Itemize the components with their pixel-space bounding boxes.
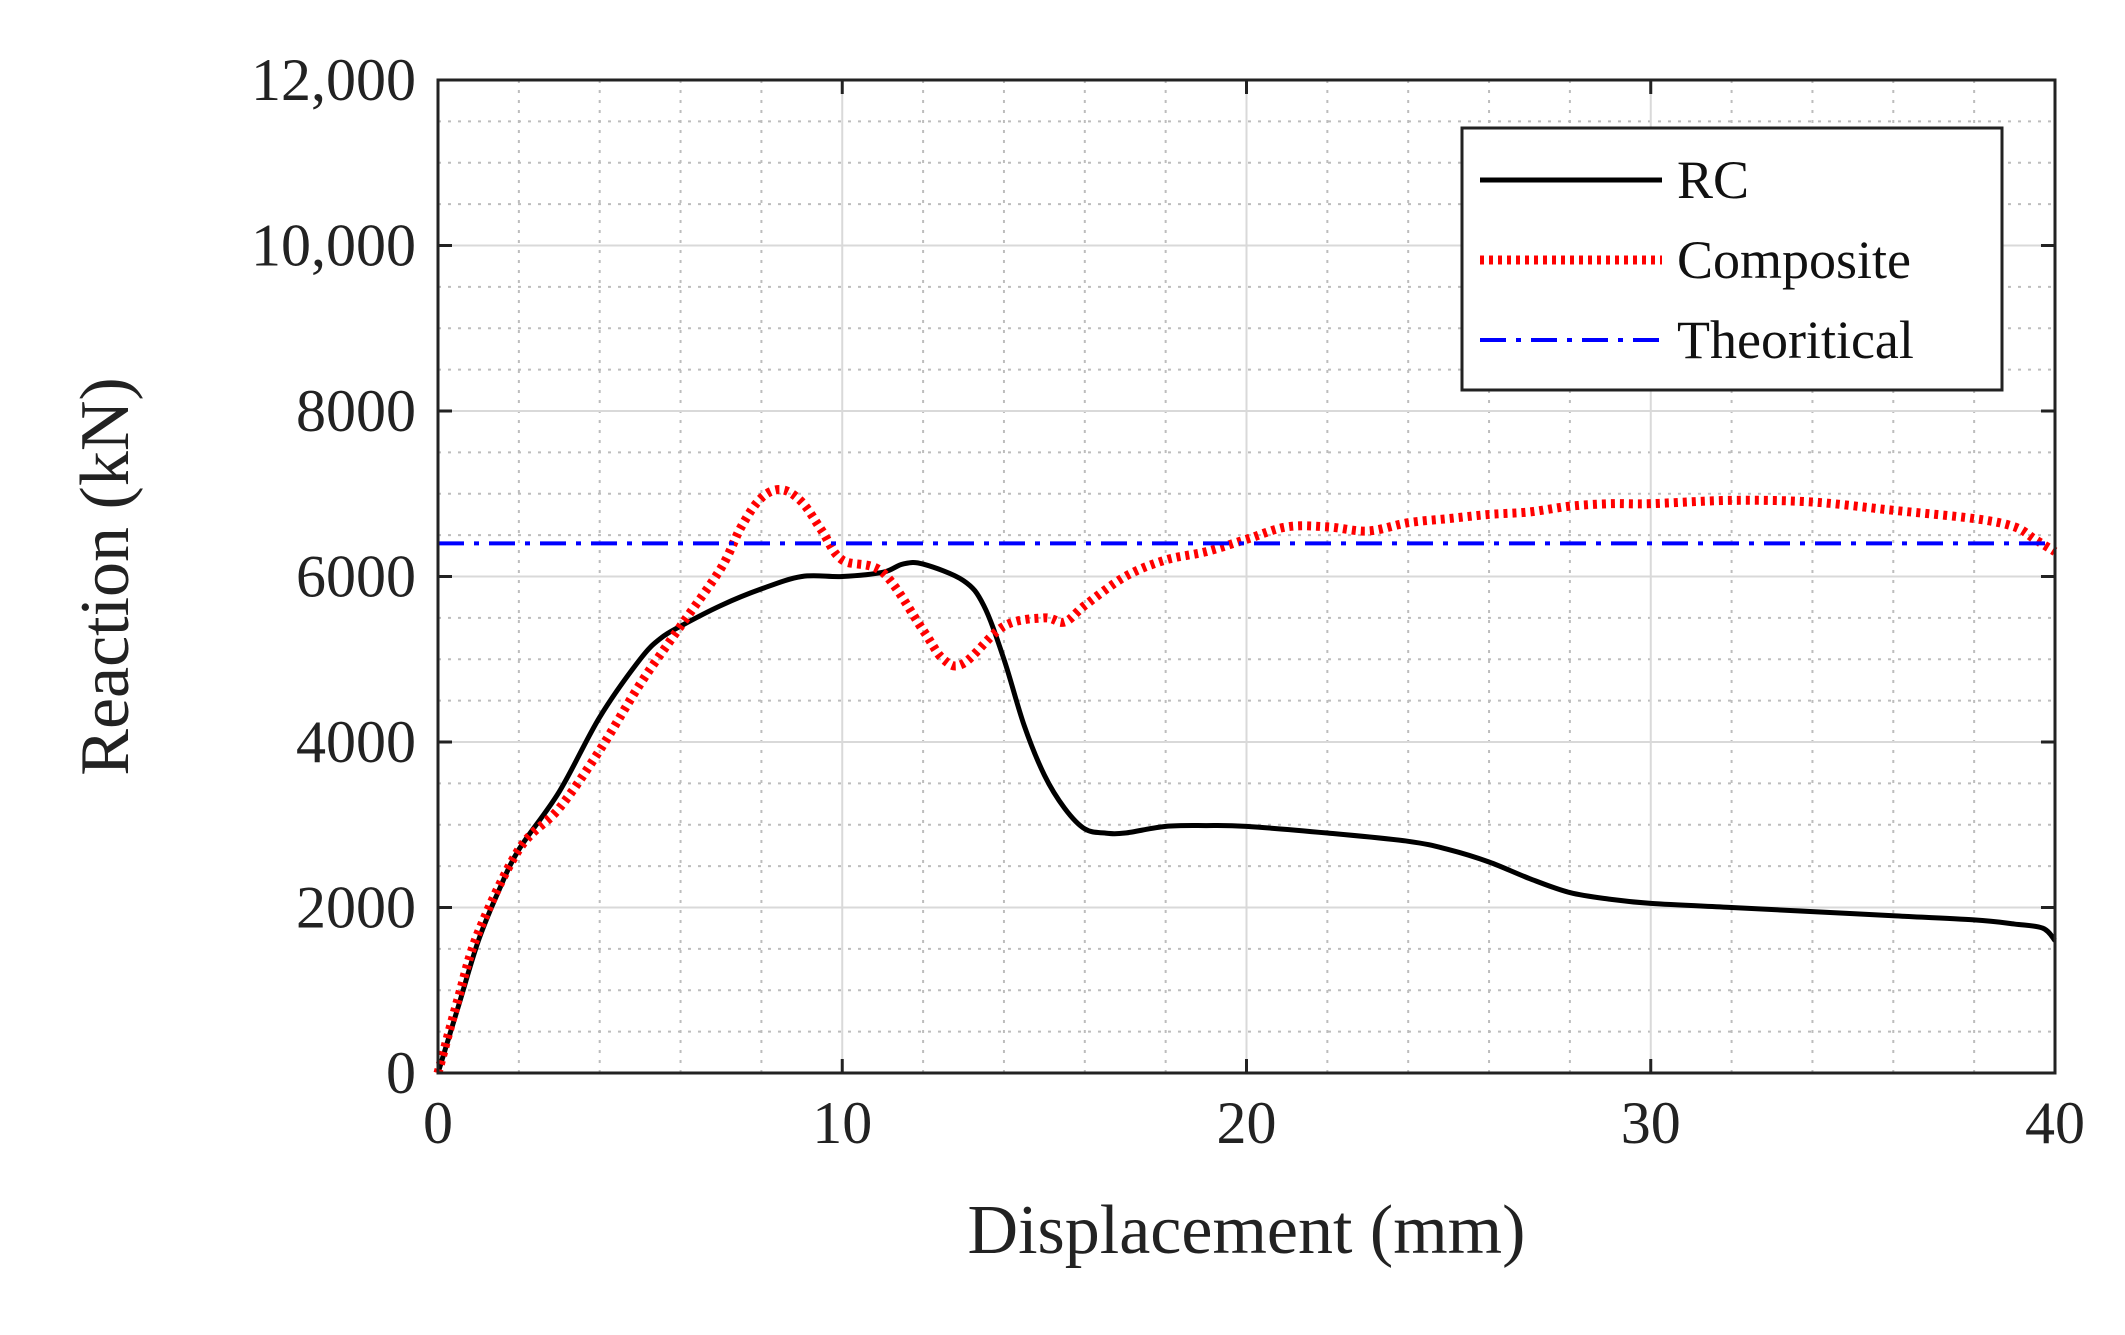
x-axis-title: Displacement (mm) [968,1192,1526,1269]
y-tick-label: 8000 [296,378,416,444]
y-tick-labels: 0 2000 4000 6000 8000 10,000 12,000 [251,47,416,1106]
legend-label-rc: RC [1677,150,1749,210]
y-tick-label: 12,000 [251,47,416,113]
x-tick-label: 20 [1217,1090,1277,1156]
legend-label-theoritical: Theoritical [1677,310,1914,370]
legend-label-composite: Composite [1677,230,1911,290]
y-tick-label: 10,000 [251,213,416,279]
y-axis-title: Reaction (kN) [67,377,144,775]
x-tick-labels: 0 10 20 30 40 [423,1090,2085,1156]
tick-marks [436,78,2057,1075]
y-tick-label: 6000 [296,544,416,610]
series-layer [433,485,2058,1075]
y-tick-label: 4000 [296,709,416,775]
series-line-rc [435,560,2057,1074]
y-tick-label: 0 [386,1040,416,1106]
x-tick-label: 30 [1621,1090,1681,1156]
x-tick-label: 0 [423,1090,453,1156]
x-tick-label: 40 [2025,1090,2085,1156]
y-tick-label: 2000 [296,875,416,941]
legend: RC Composite Theoritical [1460,126,2004,392]
series-line-composite [433,485,2058,1075]
x-tick-label: 10 [812,1090,872,1156]
